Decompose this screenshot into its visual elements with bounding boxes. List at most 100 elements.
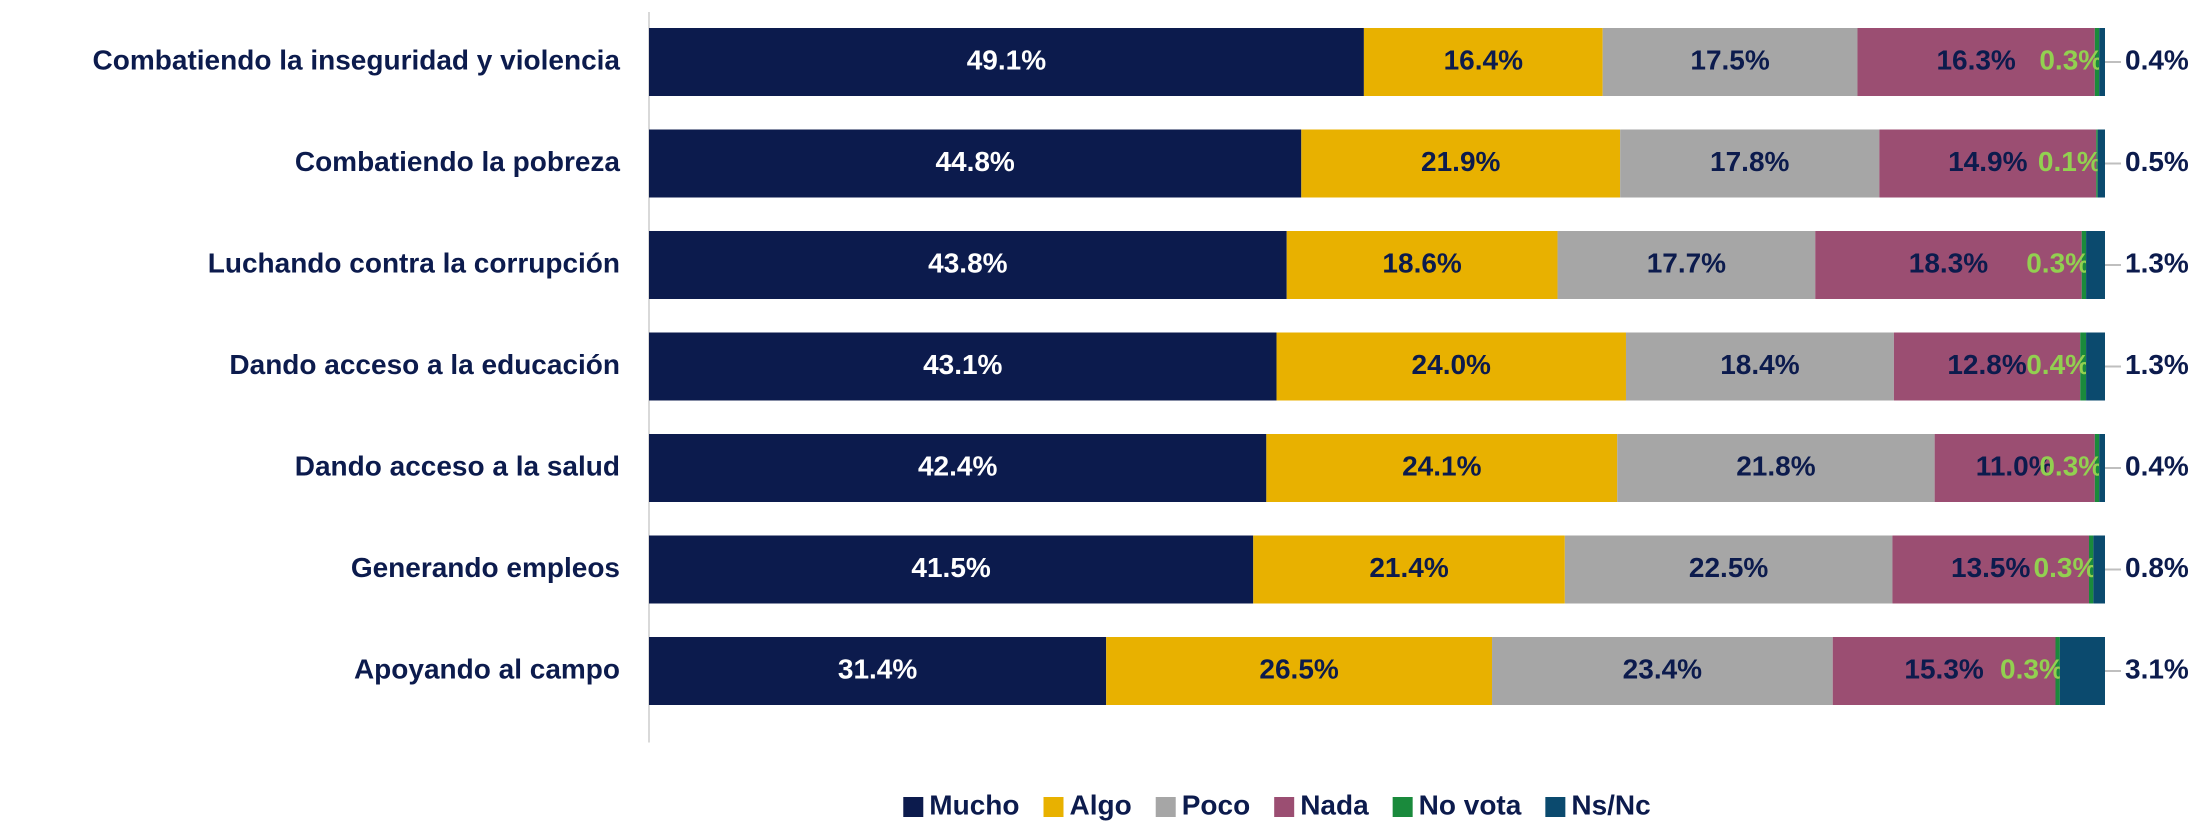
bar-segment xyxy=(1625,332,1894,401)
legend-swatch xyxy=(1274,797,1295,817)
value-label: 23.4% xyxy=(1623,653,1702,684)
value-label: 0.4% xyxy=(2125,450,2189,481)
legend-swatch xyxy=(1155,797,1176,817)
category-label: Dando acceso a la educación xyxy=(229,349,620,380)
value-label: 22.5% xyxy=(1689,552,1768,583)
legend-label: Nada xyxy=(1300,789,1369,820)
bar-segment xyxy=(1892,535,2089,604)
value-label: 31.4% xyxy=(838,653,917,684)
value-label: 18.6% xyxy=(1382,247,1461,278)
category-label: Apoyando al campo xyxy=(354,653,620,684)
bar-segment xyxy=(1276,332,1626,401)
value-label: 49.1% xyxy=(967,44,1046,75)
bar-segment xyxy=(2080,332,2087,401)
value-label: 12.8% xyxy=(1947,349,2026,380)
value-label: 0.4% xyxy=(2026,349,2090,380)
legend-swatch xyxy=(1392,797,1413,817)
bar-segment xyxy=(2099,28,2105,96)
bar-segment xyxy=(1602,28,1858,96)
value-label: 0.5% xyxy=(2125,146,2189,177)
bar-segment xyxy=(1620,129,1880,198)
bar-segment xyxy=(1492,637,1833,705)
value-label: 17.5% xyxy=(1690,44,1769,75)
value-label: 26.5% xyxy=(1259,653,1338,684)
bar-segment xyxy=(2059,637,2105,705)
bar-segment xyxy=(1301,129,1621,198)
value-label: 21.9% xyxy=(1421,146,1500,177)
bar-segment xyxy=(649,637,1107,705)
bar-segment xyxy=(2097,129,2105,198)
value-label: 15.3% xyxy=(1904,653,1983,684)
value-label: 43.1% xyxy=(923,349,1002,380)
value-label: 44.8% xyxy=(935,146,1014,177)
bar-segment xyxy=(649,332,1277,401)
value-label: 0.8% xyxy=(2125,552,2189,583)
category-label: Combatiendo la inseguridad y violencia xyxy=(93,44,621,75)
value-label: 0.1% xyxy=(2038,146,2102,177)
legend-label: No vota xyxy=(1419,789,1522,820)
value-label: 14.9% xyxy=(1948,146,2027,177)
bar-segment xyxy=(649,231,1287,299)
value-label: 11.0% xyxy=(1976,450,2054,481)
bar-segment xyxy=(2088,535,2094,604)
value-label: 24.0% xyxy=(1412,349,1491,380)
bar-segment xyxy=(649,535,1254,604)
category-label: Dando acceso a la salud xyxy=(295,450,620,481)
bar-segment xyxy=(2096,129,2098,198)
bar-segment xyxy=(1617,434,1935,502)
category-label: Combatiendo la pobreza xyxy=(295,146,621,177)
bar-segment xyxy=(1557,231,1816,299)
value-label: 0.3% xyxy=(2026,247,2090,278)
bar-segment xyxy=(649,434,1267,502)
value-label: 0.3% xyxy=(2000,653,2064,684)
value-label: 17.7% xyxy=(1647,247,1726,278)
value-label: 1.3% xyxy=(2125,247,2189,278)
value-label: 1.3% xyxy=(2125,349,2189,380)
bar-segment xyxy=(2086,231,2105,299)
category-label: Luchando contra la corrupción xyxy=(208,247,620,278)
bar-segment xyxy=(1815,231,2082,299)
value-label: 41.5% xyxy=(911,552,990,583)
bar-segment xyxy=(1253,535,1565,604)
value-label: 43.8% xyxy=(928,247,1007,278)
bar-segment xyxy=(1857,28,2095,96)
value-label: 13.5% xyxy=(1951,552,2030,583)
value-label: 24.1% xyxy=(1402,450,1481,481)
value-label: 16.4% xyxy=(1444,44,1523,75)
bar-segment xyxy=(1363,28,1603,96)
bar-segment xyxy=(2086,332,2105,401)
bar-segment xyxy=(649,129,1302,198)
value-label: 18.3% xyxy=(1909,247,1988,278)
bar-segment xyxy=(1934,434,2095,502)
value-label: 0.3% xyxy=(2034,552,2098,583)
legend-label: Mucho xyxy=(929,789,1019,820)
bar-segment xyxy=(1266,434,1618,502)
bar-segment xyxy=(2055,637,2060,705)
bar-segment xyxy=(1893,332,2081,401)
bar-segment xyxy=(2094,28,2100,96)
bar-segment xyxy=(1832,637,2056,705)
value-label: 42.4% xyxy=(918,450,997,481)
bar-segment xyxy=(1106,637,1493,705)
category-label: Generando empleos xyxy=(351,552,620,583)
value-label: 21.8% xyxy=(1736,450,1815,481)
legend-swatch xyxy=(903,797,924,817)
value-label: 18.4% xyxy=(1720,349,1799,380)
bar-segment xyxy=(1879,129,2097,198)
legend-label: Algo xyxy=(1070,789,1132,820)
bar-segment xyxy=(1564,535,1893,604)
value-label: 0.3% xyxy=(2039,44,2103,75)
legend-swatch xyxy=(1043,797,1064,817)
legend-swatch xyxy=(1545,797,1566,817)
legend-label: Poco xyxy=(1182,789,1250,820)
bar-segment xyxy=(2099,434,2105,502)
value-label: 0.4% xyxy=(2125,44,2189,75)
bar-segment xyxy=(2081,231,2087,299)
bar-segment xyxy=(649,28,1364,96)
value-label: 3.1% xyxy=(2125,653,2189,684)
value-label: 0.3% xyxy=(2039,450,2103,481)
value-label: 17.8% xyxy=(1710,146,1789,177)
value-label: 21.4% xyxy=(1369,552,1448,583)
bar-segment xyxy=(2094,434,2100,502)
